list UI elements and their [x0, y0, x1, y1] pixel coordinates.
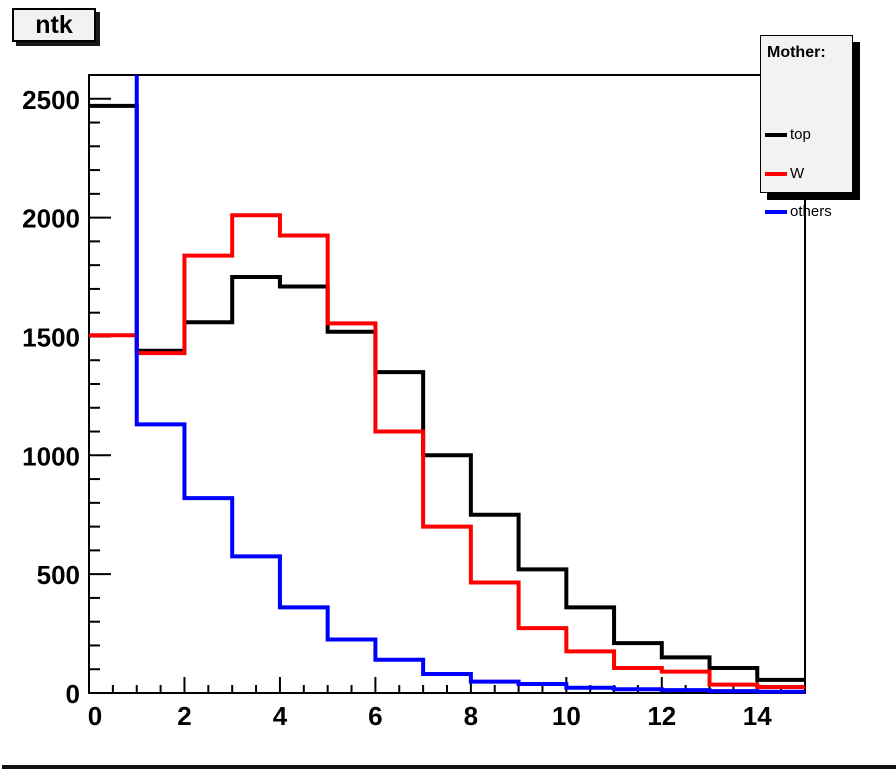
window-bottom-border	[2, 765, 896, 769]
x-axis-tick-label: 2	[177, 701, 191, 731]
histogram-title-box: ntk	[12, 8, 96, 42]
x-axis-tick-label: 0	[88, 701, 102, 731]
y-axis-tick-label: 1000	[22, 441, 80, 471]
y-axis-tick-label: 2500	[22, 85, 80, 115]
legend-entry-others: others	[765, 203, 832, 220]
legend-label-top: top	[790, 126, 811, 143]
legend: Mother: top W others	[760, 35, 853, 220]
x-axis-tick-label: 6	[368, 701, 382, 731]
y-axis-tick-label: 500	[37, 560, 80, 590]
histogram-line-W	[89, 213, 805, 690]
legend-header: Mother:	[767, 44, 826, 61]
x-axis-tick-label: 12	[647, 701, 676, 731]
x-axis-tick-label: 8	[464, 701, 478, 731]
y-axis-tick-label: 1500	[22, 322, 80, 352]
legend-line-blue	[765, 209, 787, 214]
legend-entry-w: W	[765, 165, 804, 182]
legend-label-w: W	[790, 165, 805, 182]
y-axis-tick-label: 0	[66, 679, 80, 709]
x-axis-tick-label: 14	[743, 701, 772, 731]
plot-frame	[88, 74, 806, 694]
histogram-title: ntk	[35, 10, 73, 39]
legend-line-black	[765, 132, 787, 137]
x-axis-tick-label: 4	[273, 701, 288, 731]
y-axis-tick-label: 2000	[22, 204, 80, 234]
legend-label-others: others	[790, 203, 832, 220]
histogram-line-others	[134, 75, 805, 694]
legend-line-red	[765, 171, 787, 176]
legend-entry-top: top	[765, 126, 811, 143]
histogram-line-top	[89, 103, 805, 682]
x-axis-tick-label: 10	[552, 701, 581, 731]
